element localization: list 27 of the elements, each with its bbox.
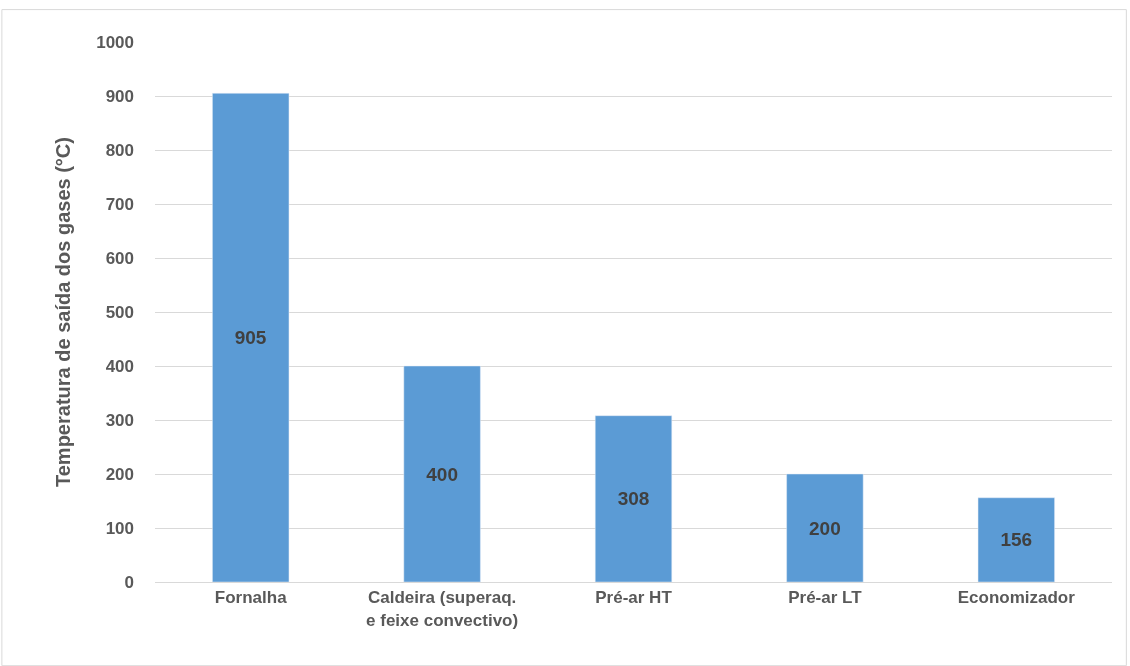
y-axis-title: Temperatura de saída dos gases (°C) [51, 137, 74, 487]
y-tick-label: 0 [124, 572, 134, 592]
bar [403, 365, 481, 582]
y-tick-label: 700 [105, 194, 134, 214]
data-label: 308 [617, 488, 650, 510]
y-tick-label: 400 [105, 356, 134, 376]
bar [977, 497, 1055, 582]
y-tick-label: 800 [105, 140, 134, 160]
data-label: 905 [234, 327, 267, 349]
y-tick-label: 900 [105, 86, 134, 106]
y-tick-label: 1000 [96, 32, 134, 52]
x-tick-label: Pré-ar HT [595, 588, 673, 608]
y-tick-label: 200 [105, 464, 134, 484]
y-tick-label: 300 [105, 410, 134, 430]
x-tick-label: Economizador [957, 588, 1076, 608]
data-label: 200 [809, 517, 841, 539]
data-label: 156 [1000, 529, 1033, 551]
y-tick-label: 600 [105, 248, 134, 268]
y-tick-label: 500 [105, 302, 134, 322]
x-tick-label: Caldeira (superaq. e feixe convectivo) [366, 588, 519, 630]
x-tick-label: Fornalha [214, 588, 288, 608]
bar [212, 93, 290, 582]
y-tick-label: 100 [105, 518, 134, 538]
data-label: 400 [426, 463, 458, 485]
bar [594, 415, 673, 582]
x-tick-label: Pré-ar LT [788, 588, 863, 608]
bar [786, 473, 864, 582]
